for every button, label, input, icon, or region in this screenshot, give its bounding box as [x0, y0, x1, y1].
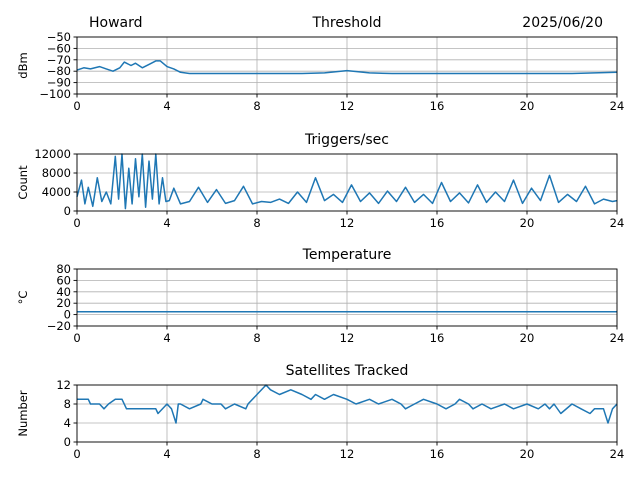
y-tick-label: 12000 [34, 147, 71, 161]
x-tick-label: 16 [430, 216, 445, 230]
y-tick-label: 8000 [42, 166, 71, 180]
y-tick-label: −100 [39, 87, 71, 101]
chart-panel: 0 4 8 12 16 20 24 −100−90−80−70−60−50 Threshold d… [16, 15, 624, 113]
x-tick-label: 4 [163, 331, 170, 345]
x-tick-label: 12 [340, 447, 355, 461]
y-axis-label: Number [16, 390, 30, 436]
x-tick-label: 4 [163, 99, 170, 113]
chart-title: Temperature [302, 247, 392, 263]
y-axis-label: dBm [16, 52, 30, 78]
x-tick-label: 0 [73, 99, 80, 113]
x-tick-label: 20 [520, 331, 535, 345]
y-tick-label: 40 [56, 285, 71, 299]
y-tick-label: 80 [56, 262, 71, 276]
x-tick-label: 20 [520, 447, 535, 461]
chart-title: Triggers/sec [304, 132, 389, 148]
x-tick-label: 24 [610, 331, 625, 345]
x-tick-label: 24 [610, 447, 625, 461]
y-tick-label: −70 [47, 53, 71, 67]
series-line [76, 153, 618, 210]
x-tick-label: 20 [520, 216, 535, 230]
y-tick-label: 0 [64, 308, 71, 322]
x-tick-label: 4 [163, 216, 170, 230]
y-tick-label: 0 [64, 435, 71, 449]
y-tick-label: 4000 [42, 185, 71, 199]
chart-title: Threshold [312, 15, 382, 31]
x-tick-label: 4 [163, 447, 170, 461]
y-tick-label: −90 [47, 76, 71, 90]
y-tick-label: −60 [47, 41, 71, 55]
y-tick-label: 4 [64, 416, 71, 430]
y-tick-label: −50 [47, 30, 71, 44]
y-tick-label: −20 [47, 319, 71, 333]
x-tick-label: 24 [610, 216, 625, 230]
date-label: 2025/06/20 [522, 15, 603, 31]
y-axis-label: °C [16, 291, 30, 305]
y-tick-label: 8 [64, 397, 71, 411]
x-tick-label: 12 [340, 99, 355, 113]
chart-panel: 0 4 8 12 16 20 24 0 4000 8000 12000 Triggers/sec Cou… [16, 132, 624, 230]
x-tick-label: 8 [253, 447, 260, 461]
y-tick-label: 60 [56, 273, 71, 287]
series-line [76, 60, 618, 75]
x-tick-label: 0 [73, 216, 80, 230]
x-tick-label: 8 [253, 216, 260, 230]
y-tick-label: 0 [64, 204, 71, 218]
x-tick-label: 20 [520, 99, 535, 113]
x-tick-label: 16 [430, 331, 445, 345]
y-tick-label: 12 [56, 378, 71, 392]
x-tick-label: 8 [253, 99, 260, 113]
x-tick-label: 16 [430, 99, 445, 113]
chart-title: Satellites Tracked [286, 363, 409, 379]
x-tick-label: 24 [610, 99, 625, 113]
y-axis-label: Count [16, 165, 30, 200]
station-label: Howard [89, 15, 143, 31]
y-tick-label: 20 [56, 296, 71, 310]
x-tick-label: 8 [253, 331, 260, 345]
x-tick-label: 0 [73, 447, 80, 461]
series-line [77, 384, 618, 424]
chart-panel: 0 4 8 12 16 20 24 0 4 8 12 Satellites Tracked Number [16, 363, 624, 461]
x-tick-label: 12 [340, 331, 355, 345]
x-tick-label: 0 [73, 331, 80, 345]
y-tick-label: −80 [47, 64, 71, 78]
chart-panels: 0 4 8 12 16 20 24 −100−90−80−70−60−50 Threshold d… [16, 15, 624, 461]
x-tick-label: 16 [430, 447, 445, 461]
x-tick-label: 12 [340, 216, 355, 230]
